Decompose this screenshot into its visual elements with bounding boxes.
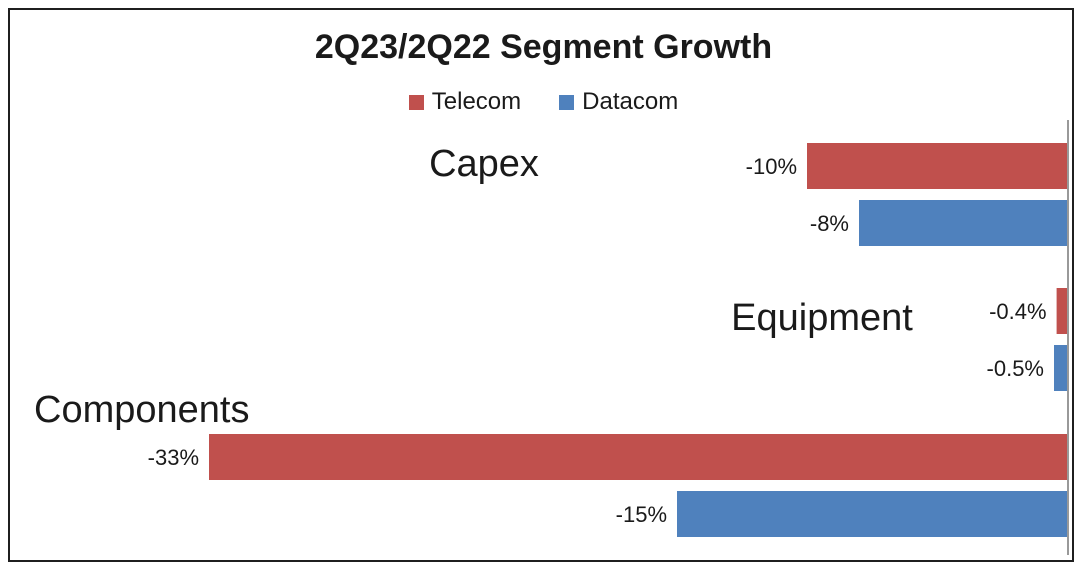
bar-capex-datacom xyxy=(859,200,1067,246)
category-label-equipment: Equipment xyxy=(731,297,913,339)
legend-swatch-datacom xyxy=(559,94,575,110)
category-label-components: Components xyxy=(34,389,249,431)
data-label-capex-datacom: -8% xyxy=(810,211,849,236)
legend-label-datacom: Datacom xyxy=(582,88,679,115)
legend-item-datacom: Datacom xyxy=(559,88,678,116)
chart-legend: Telecom Datacom xyxy=(0,88,1087,116)
data-label-equipment-datacom: -0.5% xyxy=(987,356,1044,381)
bar-components-telecom xyxy=(209,434,1067,480)
data-label-capex-telecom: -10% xyxy=(746,154,797,179)
data-label-equipment-telecom: -0.4% xyxy=(989,299,1046,324)
chart-title: 2Q23/2Q22 Segment Growth xyxy=(314,28,773,66)
data-label-components-telecom: -33% xyxy=(148,445,199,470)
legend-swatch-telecom xyxy=(408,94,424,110)
bar-capex-telecom xyxy=(807,143,1067,189)
bar-equipment-datacom xyxy=(1054,345,1067,391)
legend-item-telecom: Telecom xyxy=(408,88,522,116)
legend-label-telecom: Telecom xyxy=(431,88,522,115)
bar-components-datacom xyxy=(677,491,1067,537)
bar-equipment-telecom xyxy=(1056,288,1067,334)
category-label-capex: Capex xyxy=(429,143,539,185)
data-label-components-datacom: -15% xyxy=(616,502,667,527)
